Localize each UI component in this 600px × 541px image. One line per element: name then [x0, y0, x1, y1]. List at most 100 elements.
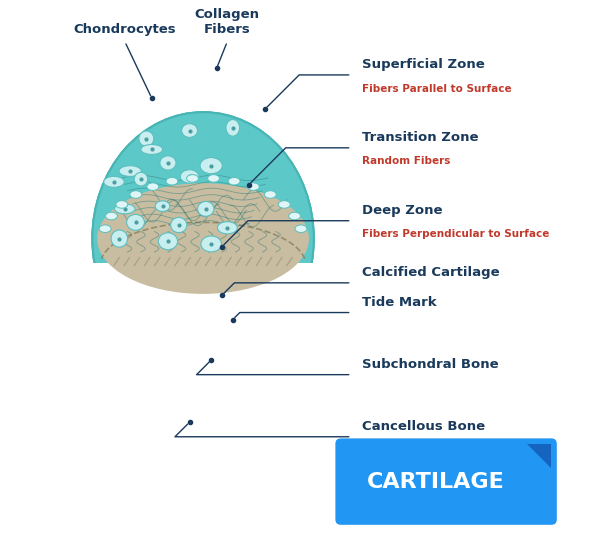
FancyBboxPatch shape — [335, 438, 557, 525]
Ellipse shape — [202, 353, 212, 364]
Text: Cancellous Bone: Cancellous Bone — [362, 420, 485, 433]
Ellipse shape — [159, 361, 175, 370]
Ellipse shape — [115, 204, 135, 214]
Ellipse shape — [101, 206, 305, 444]
Ellipse shape — [116, 279, 126, 290]
Ellipse shape — [262, 320, 270, 326]
Ellipse shape — [151, 396, 164, 409]
Ellipse shape — [270, 328, 277, 334]
Polygon shape — [527, 444, 551, 468]
Text: Random Fibers: Random Fibers — [362, 156, 451, 167]
Text: Chondrocytes: Chondrocytes — [73, 23, 176, 36]
Ellipse shape — [227, 333, 235, 341]
Ellipse shape — [197, 201, 214, 216]
Ellipse shape — [155, 344, 164, 352]
Ellipse shape — [163, 369, 177, 380]
Ellipse shape — [202, 334, 211, 347]
Ellipse shape — [256, 365, 264, 374]
Ellipse shape — [257, 388, 266, 395]
Ellipse shape — [149, 369, 164, 380]
Ellipse shape — [206, 275, 220, 286]
Ellipse shape — [259, 313, 272, 319]
Ellipse shape — [248, 342, 262, 352]
Ellipse shape — [253, 335, 265, 344]
Ellipse shape — [191, 401, 206, 412]
Text: Collagen
Fibers: Collagen Fibers — [195, 8, 260, 36]
Ellipse shape — [127, 278, 143, 286]
Ellipse shape — [202, 328, 209, 338]
Ellipse shape — [141, 396, 151, 406]
Ellipse shape — [149, 326, 157, 332]
Ellipse shape — [249, 293, 266, 306]
Ellipse shape — [160, 335, 169, 347]
Ellipse shape — [266, 370, 277, 376]
Ellipse shape — [266, 282, 280, 290]
Ellipse shape — [173, 273, 188, 283]
Ellipse shape — [160, 362, 173, 374]
Ellipse shape — [127, 316, 138, 322]
Ellipse shape — [289, 212, 301, 220]
Ellipse shape — [232, 309, 247, 315]
Ellipse shape — [269, 352, 287, 366]
Ellipse shape — [141, 396, 151, 406]
Ellipse shape — [228, 177, 240, 185]
FancyBboxPatch shape — [55, 263, 352, 541]
Ellipse shape — [269, 352, 287, 366]
Ellipse shape — [234, 280, 251, 292]
Ellipse shape — [193, 394, 205, 403]
Ellipse shape — [158, 233, 178, 250]
Ellipse shape — [147, 183, 159, 190]
Ellipse shape — [159, 361, 175, 370]
Ellipse shape — [265, 191, 276, 199]
Ellipse shape — [226, 120, 239, 136]
Ellipse shape — [245, 344, 257, 354]
Ellipse shape — [111, 329, 129, 340]
Text: Fibers Parallel to Surface: Fibers Parallel to Surface — [362, 83, 512, 94]
Ellipse shape — [256, 365, 264, 374]
Ellipse shape — [118, 272, 136, 285]
Ellipse shape — [274, 280, 287, 293]
Ellipse shape — [115, 349, 128, 357]
Ellipse shape — [202, 320, 218, 333]
Ellipse shape — [149, 400, 160, 413]
Ellipse shape — [166, 177, 178, 185]
Ellipse shape — [221, 347, 235, 361]
Ellipse shape — [217, 222, 238, 234]
Ellipse shape — [220, 324, 233, 331]
Ellipse shape — [256, 287, 262, 296]
Ellipse shape — [95, 122, 311, 355]
Ellipse shape — [266, 370, 277, 376]
Text: Fibers Perpendicular to Surface: Fibers Perpendicular to Surface — [362, 229, 550, 239]
Ellipse shape — [229, 302, 238, 313]
Ellipse shape — [219, 267, 227, 276]
Ellipse shape — [167, 359, 177, 371]
Ellipse shape — [220, 324, 233, 331]
Ellipse shape — [139, 131, 154, 146]
Ellipse shape — [274, 280, 287, 293]
Ellipse shape — [196, 296, 211, 307]
Ellipse shape — [222, 376, 241, 387]
Ellipse shape — [191, 401, 206, 412]
Ellipse shape — [151, 396, 164, 409]
Ellipse shape — [160, 156, 176, 170]
Ellipse shape — [208, 175, 220, 182]
Ellipse shape — [218, 356, 227, 364]
Ellipse shape — [193, 394, 205, 403]
Ellipse shape — [253, 335, 265, 344]
Ellipse shape — [99, 204, 307, 446]
Ellipse shape — [113, 340, 123, 351]
Ellipse shape — [97, 133, 310, 345]
Ellipse shape — [99, 225, 111, 233]
Ellipse shape — [101, 220, 305, 312]
Ellipse shape — [219, 344, 226, 351]
Ellipse shape — [134, 173, 148, 186]
Ellipse shape — [280, 282, 289, 288]
Ellipse shape — [256, 287, 262, 296]
Ellipse shape — [127, 214, 145, 230]
Ellipse shape — [218, 356, 227, 364]
Ellipse shape — [222, 376, 241, 387]
Ellipse shape — [280, 282, 289, 288]
Polygon shape — [122, 336, 284, 541]
Ellipse shape — [119, 166, 141, 176]
Ellipse shape — [200, 157, 222, 174]
